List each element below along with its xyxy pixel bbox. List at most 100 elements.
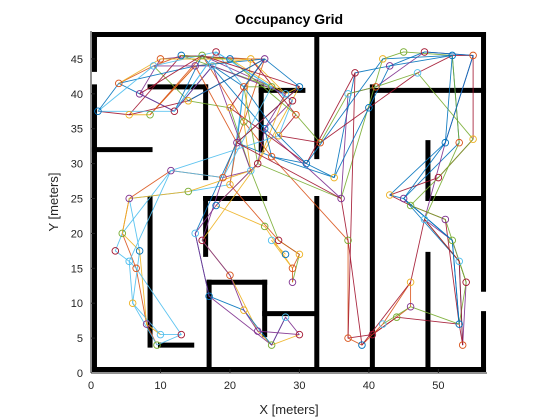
node-marker <box>198 51 206 60</box>
node-marker <box>399 48 408 56</box>
node-marker <box>274 236 283 245</box>
node-marker <box>267 83 276 91</box>
node-marker <box>184 187 193 196</box>
node-marker <box>413 69 422 77</box>
node-marker <box>167 166 175 175</box>
y-tick-label: 45 <box>71 54 83 66</box>
node-marker <box>198 236 206 245</box>
node-marker <box>260 222 269 231</box>
y-tick-label: 20 <box>71 228 83 240</box>
node-marker <box>260 124 269 133</box>
node-marker <box>281 313 290 321</box>
node-marker <box>392 313 401 321</box>
path-line <box>149 65 300 283</box>
node-marker <box>434 173 443 182</box>
node-marker <box>205 292 213 300</box>
node-marker <box>406 302 415 311</box>
node-marker <box>115 79 123 88</box>
node-marker <box>441 215 450 224</box>
node-marker <box>288 278 297 287</box>
path-line <box>118 58 252 335</box>
node-marker <box>267 152 276 161</box>
node-marker <box>125 111 133 119</box>
node-marker <box>379 55 387 63</box>
node-marker <box>344 236 352 245</box>
y-axis-label: Y [meters] <box>46 172 61 231</box>
node-marker <box>458 341 467 349</box>
node-marker <box>191 62 199 70</box>
x-tick-label: 40 <box>363 380 375 392</box>
node-marker <box>135 247 144 255</box>
node-marker <box>455 257 463 266</box>
node-marker <box>420 215 429 224</box>
node-marker <box>295 330 304 339</box>
y-tick-label: 10 <box>71 298 83 310</box>
node-marker <box>316 138 325 147</box>
y-tick-label: 35 <box>71 124 83 136</box>
node-marker <box>420 48 429 56</box>
path-line <box>139 54 464 346</box>
node-marker <box>344 334 352 342</box>
node-marker <box>455 138 463 147</box>
node-marker <box>142 320 151 328</box>
node-marker <box>399 194 408 203</box>
path-line <box>153 65 300 346</box>
node-marker <box>253 327 262 335</box>
node-marker <box>191 229 199 238</box>
node-marker <box>448 236 457 245</box>
node-marker <box>219 173 227 182</box>
path-line <box>188 54 460 325</box>
y-tick-label: 30 <box>71 159 83 171</box>
node-marker <box>125 257 133 266</box>
node-marker <box>212 48 220 56</box>
node-marker <box>281 90 290 98</box>
node-marker <box>177 330 186 339</box>
chart-title: Occupancy Grid <box>235 11 343 27</box>
axes: 0 10 20 30 40 50 0 5 10 15 20 25 30 35 40 45 <box>71 31 487 392</box>
node-marker <box>330 173 338 182</box>
node-marker <box>406 278 415 287</box>
node-marker <box>149 62 158 70</box>
node-marker <box>302 159 311 168</box>
path-series <box>97 51 474 346</box>
node-marker <box>153 341 161 349</box>
x-tick-label: 30 <box>293 380 305 392</box>
node-marker <box>212 201 220 210</box>
node-marker <box>226 104 234 112</box>
node-marker <box>281 250 290 259</box>
y-tick-label: 0 <box>77 368 83 380</box>
node-marker <box>292 111 300 119</box>
x-tick-label: 20 <box>224 380 236 392</box>
node-marker <box>351 69 359 77</box>
occupied-cells <box>91 31 487 373</box>
node-marker <box>260 55 269 63</box>
node-marker <box>233 138 241 147</box>
node-marker <box>94 107 102 116</box>
node-marker <box>253 159 262 168</box>
node-marker <box>385 191 394 199</box>
node-marker <box>208 62 217 70</box>
roadmap-nodes <box>94 48 477 349</box>
path-line <box>97 51 273 346</box>
x-tick-label: 0 <box>88 380 94 392</box>
node-marker <box>385 62 394 70</box>
node-marker <box>240 306 248 314</box>
node-marker <box>146 111 154 119</box>
node-marker <box>247 166 255 175</box>
node-marker <box>337 194 345 203</box>
node-marker <box>379 320 387 328</box>
node-marker <box>406 201 415 210</box>
node-marker <box>111 247 120 255</box>
node-marker <box>267 341 276 349</box>
node-marker <box>226 55 234 63</box>
node-marker <box>135 90 144 98</box>
y-tick-label: 40 <box>71 89 83 101</box>
node-marker <box>177 51 186 60</box>
node-marker <box>441 138 450 147</box>
x-tick-label: 10 <box>154 380 166 392</box>
node-marker <box>226 271 234 280</box>
node-marker <box>247 55 255 63</box>
path-line <box>173 51 474 325</box>
node-marker <box>156 55 165 63</box>
